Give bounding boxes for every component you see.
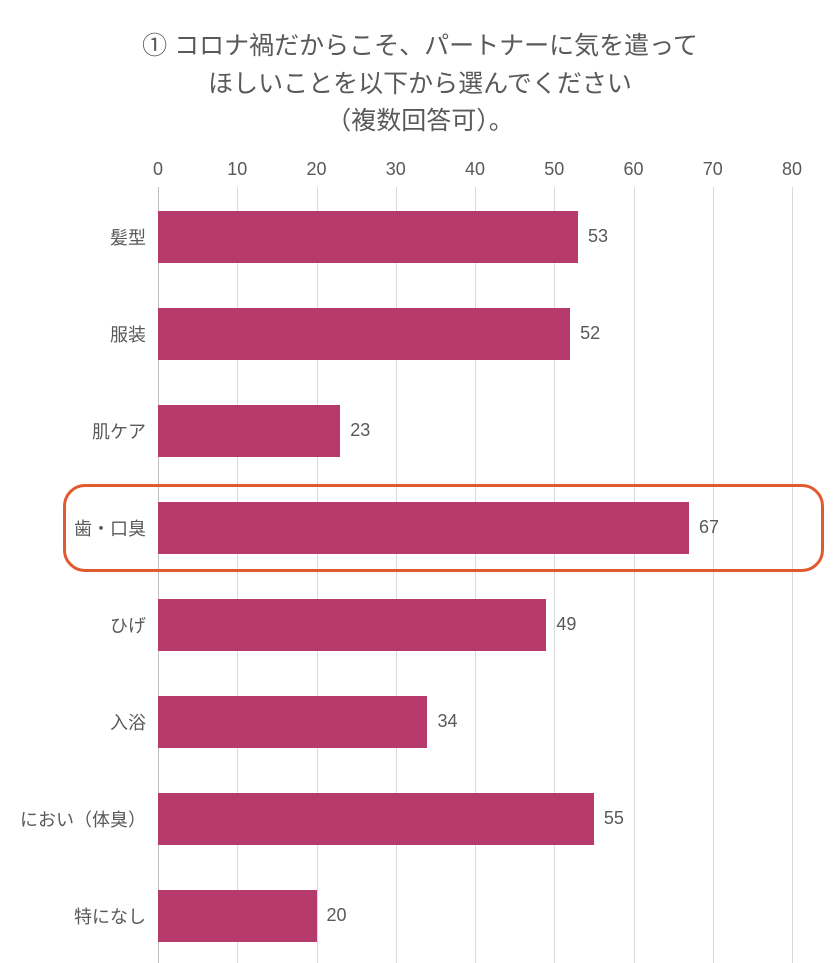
value-label: 53 <box>588 226 608 247</box>
bar <box>158 890 317 942</box>
value-label: 49 <box>556 614 576 635</box>
bar <box>158 599 546 651</box>
bar-row: 服装52 <box>158 308 792 360</box>
bar <box>158 502 689 554</box>
bar <box>158 696 427 748</box>
value-label: 20 <box>327 905 347 926</box>
value-label: 55 <box>604 808 624 829</box>
x-axis-labels: 01020304050607080 <box>158 159 792 187</box>
x-axis-tick-label: 80 <box>782 159 802 180</box>
bar-row: 入浴34 <box>158 696 792 748</box>
bar <box>158 405 340 457</box>
value-label: 23 <box>350 420 370 441</box>
x-axis-tick-label: 50 <box>544 159 564 180</box>
chart-title: ① コロナ禍だからこそ、パートナーに気を遣って ほしいことを以下から選んでくださ… <box>48 28 792 141</box>
value-label: 67 <box>699 517 719 538</box>
gridline <box>792 187 793 963</box>
bar-row: 肌ケア23 <box>158 405 792 457</box>
value-label: 34 <box>437 711 457 732</box>
x-axis-tick-label: 70 <box>703 159 723 180</box>
x-axis-tick-label: 0 <box>153 159 163 180</box>
category-label: 入浴 <box>48 709 158 735</box>
value-label: 52 <box>580 323 600 344</box>
x-axis-tick-label: 20 <box>306 159 326 180</box>
category-label: におい（体臭） <box>20 806 158 832</box>
plot-area: 髪型53 服装52 肌ケア23 歯・口臭67 ひげ49 入浴34 におい（体臭）55 特になし… <box>158 187 792 963</box>
bar <box>158 793 594 845</box>
x-axis-tick-label: 10 <box>227 159 247 180</box>
category-label: 肌ケア <box>48 418 158 444</box>
bar-row: ひげ49 <box>158 599 792 651</box>
x-axis-tick-label: 40 <box>465 159 485 180</box>
category-label: 服装 <box>48 321 158 347</box>
category-label: 歯・口臭 <box>48 515 158 541</box>
bars-layer: 髪型53 服装52 肌ケア23 歯・口臭67 ひげ49 入浴34 におい（体臭）55 特になし… <box>158 187 792 963</box>
chart-container: ① コロナ禍だからこそ、パートナーに気を遣って ほしいことを以下から選んでくださ… <box>0 0 840 961</box>
x-axis-tick-label: 30 <box>386 159 406 180</box>
x-axis-tick-label: 60 <box>623 159 643 180</box>
category-label: ひげ <box>48 612 158 638</box>
bar <box>158 308 570 360</box>
category-label: 特になし <box>48 903 158 929</box>
bar-row: 特になし20 <box>158 890 792 942</box>
bar-row: 髪型53 <box>158 211 792 263</box>
bar-row: におい（体臭）55 <box>158 793 792 845</box>
bar <box>158 211 578 263</box>
bar-row: 歯・口臭67 <box>158 502 792 554</box>
category-label: 髪型 <box>48 224 158 250</box>
